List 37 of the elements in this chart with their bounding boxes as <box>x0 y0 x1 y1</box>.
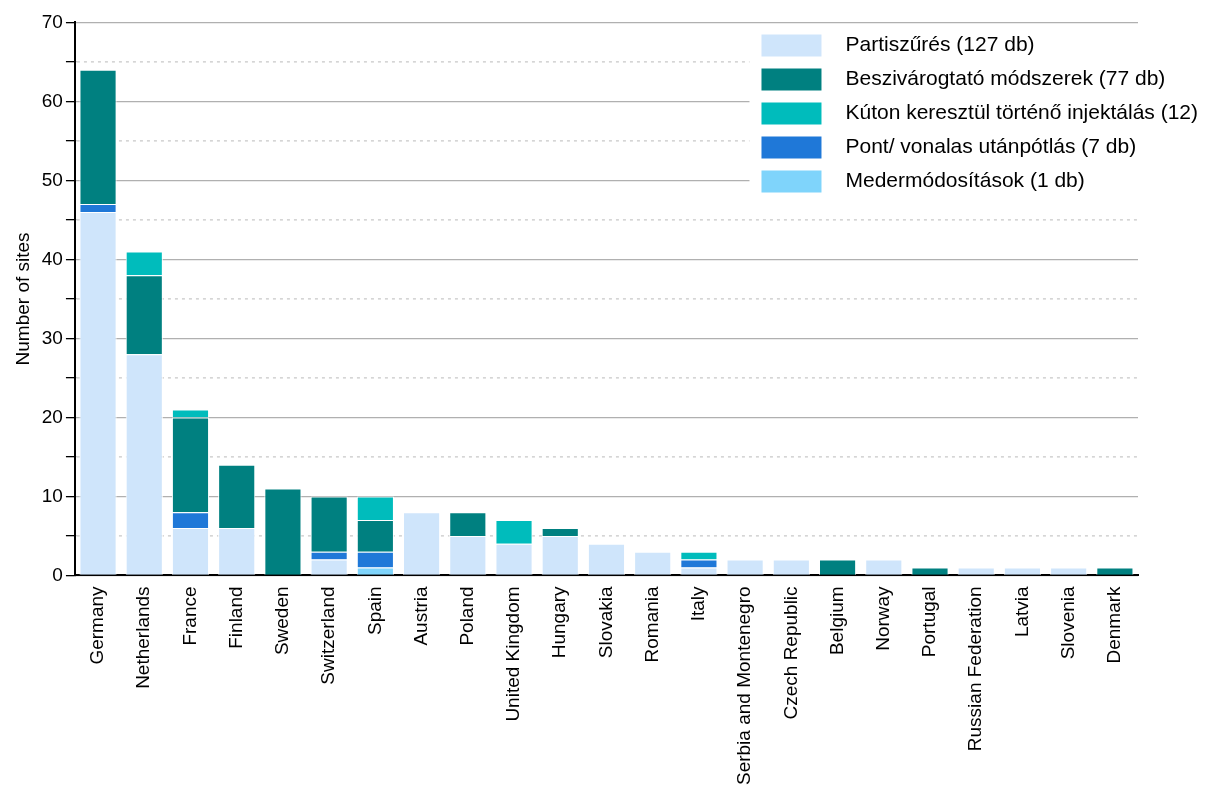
x-tick-label: Poland <box>456 586 478 646</box>
x-tick-label: Belgium <box>825 586 847 656</box>
x-tick-label: Slovakia <box>594 586 616 659</box>
x-tick-label: Switzerland <box>317 586 339 685</box>
x-tick-label: France <box>178 586 200 646</box>
x-tick-label: Hungary <box>548 585 570 659</box>
x-tick-label: Romania <box>640 586 662 663</box>
x-tick-label: Slovenia <box>1056 585 1078 660</box>
x-tick-label: Finland <box>224 586 246 649</box>
legend-label: Partiszűrés (127 db) <box>845 32 1035 56</box>
x-tick-label: Netherlands <box>132 586 154 689</box>
x-tick-label: Italy <box>687 585 709 622</box>
legend-label: Beszivárogtató módszerek (77 db) <box>845 66 1166 90</box>
x-tick-label: United Kingdom <box>502 586 524 722</box>
y-tick-label: 30 <box>41 326 63 348</box>
x-tick-label: Russian Federation <box>964 586 986 752</box>
x-tick-label: Sweden <box>271 586 293 656</box>
x-tick-label: Serbia and Montenegro <box>733 586 755 786</box>
y-tick-label: 10 <box>41 484 63 506</box>
x-tick-label: Austria <box>409 585 431 646</box>
x-tick-label: Denmark <box>1103 585 1125 664</box>
y-tick-label: 20 <box>41 405 63 427</box>
x-tick-label: Latvia <box>1010 585 1032 638</box>
y-tick-label: 0 <box>52 563 63 585</box>
legend-label: Medermódosítások (1 db) <box>845 168 1085 192</box>
x-tick-label: Germany <box>86 585 108 665</box>
y-axis-title: Number of sites <box>11 232 33 366</box>
legend-label: Pont/ vonalas utánpótlás (7 db) <box>845 134 1137 158</box>
y-tick-label: 50 <box>41 168 63 190</box>
y-tick-label: 40 <box>41 247 63 269</box>
x-tick-label: Norway <box>872 585 894 651</box>
legend-label: Kúton keresztül történő injektálás (12) <box>845 100 1199 124</box>
x-tick-label: Portugal <box>918 586 940 658</box>
y-tick-label: 60 <box>41 89 63 111</box>
x-tick-label: Spain <box>363 586 385 636</box>
y-tick-label: 70 <box>41 10 63 32</box>
x-tick-label: Czech Republic <box>779 586 801 720</box>
